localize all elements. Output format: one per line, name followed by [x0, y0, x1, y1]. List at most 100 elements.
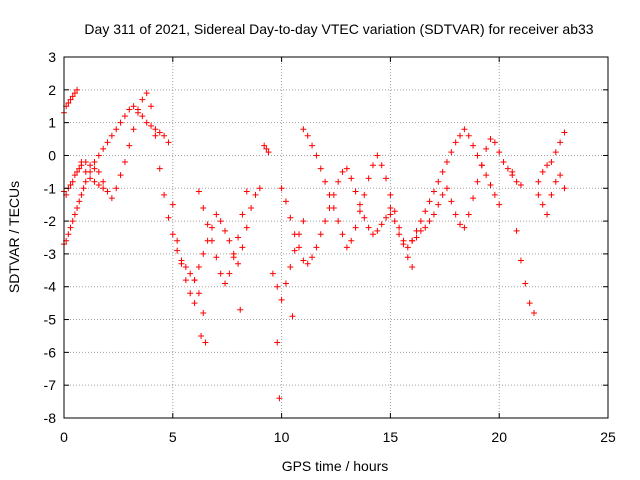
data-point [252, 191, 259, 198]
data-point [470, 195, 477, 202]
data-point [187, 270, 194, 277]
data-point [117, 119, 124, 126]
data-point [557, 172, 564, 179]
data-point [483, 145, 490, 152]
data-point [378, 221, 385, 228]
data-point [71, 172, 78, 179]
data-point [213, 211, 220, 218]
data-point [87, 175, 94, 182]
data-points [61, 86, 568, 402]
data-point [174, 237, 181, 244]
data-point [282, 280, 289, 287]
chart-title: Day 311 of 2021, Sidereal Day-to-day VTE… [84, 21, 593, 37]
data-point [269, 270, 276, 277]
data-point [383, 214, 390, 221]
data-point [317, 165, 324, 172]
data-point [513, 227, 520, 234]
data-point [100, 185, 107, 192]
data-point [474, 152, 481, 159]
data-point [108, 132, 115, 139]
x-tick-label: 10 [274, 429, 290, 445]
data-point [200, 250, 207, 257]
data-point [71, 211, 78, 218]
data-point [274, 339, 281, 346]
data-point [548, 191, 555, 198]
data-point [509, 168, 516, 175]
y-tick-label: -8 [44, 410, 57, 426]
data-point [544, 162, 551, 169]
data-point [339, 168, 346, 175]
data-point [126, 142, 133, 149]
data-point [152, 132, 159, 139]
data-point [396, 231, 403, 238]
data-point [561, 129, 568, 136]
data-point [198, 332, 205, 339]
data-point [200, 309, 207, 316]
data-point [552, 149, 559, 156]
data-point [287, 214, 294, 221]
data-point [478, 162, 485, 169]
data-point [356, 208, 363, 215]
data-point [200, 204, 207, 211]
data-point [165, 214, 172, 221]
data-point [443, 159, 450, 166]
data-point [239, 244, 246, 251]
data-point [374, 227, 381, 234]
data-point [174, 247, 181, 254]
data-point [130, 126, 137, 133]
data-point [365, 175, 372, 182]
data-point [504, 165, 511, 172]
data-point [126, 106, 133, 113]
data-point [309, 142, 316, 149]
data-point [108, 195, 115, 202]
data-point [182, 264, 189, 271]
data-point [143, 119, 150, 126]
data-point [76, 165, 83, 172]
y-axis-ticks: -8 -7 -6 -5 -4 -3 -2 -1 0 1 2 3 [44, 49, 608, 426]
data-point [230, 254, 237, 261]
data-point [304, 132, 311, 139]
data-point [95, 152, 102, 159]
data-point [330, 204, 337, 211]
data-point [78, 159, 85, 166]
data-point [487, 181, 494, 188]
data-point [67, 224, 74, 231]
x-tick-label: 20 [491, 429, 507, 445]
data-point [313, 152, 320, 159]
data-point [82, 178, 89, 185]
data-point [548, 159, 555, 166]
data-point [152, 126, 159, 133]
data-point [417, 218, 424, 225]
data-point [95, 168, 102, 175]
data-point [535, 191, 542, 198]
data-point [169, 201, 176, 208]
data-point [182, 277, 189, 284]
data-point [296, 244, 303, 251]
data-point [69, 93, 76, 100]
data-point [274, 283, 281, 290]
data-point [491, 191, 498, 198]
data-point [531, 309, 538, 316]
data-point [67, 96, 74, 103]
data-point [300, 218, 307, 225]
data-point [322, 218, 329, 225]
y-tick-label: -4 [44, 279, 57, 295]
x-axis-label: GPS time / hours [282, 458, 389, 474]
data-point [348, 175, 355, 182]
data-point [387, 211, 394, 218]
data-point [387, 204, 394, 211]
data-point [100, 145, 107, 152]
data-point [352, 188, 359, 195]
data-point [461, 126, 468, 133]
data-point [496, 201, 503, 208]
data-point [439, 191, 446, 198]
data-point [343, 165, 350, 172]
data-point [213, 254, 220, 261]
data-point [400, 237, 407, 244]
data-point [80, 185, 87, 192]
data-point [139, 96, 146, 103]
data-point [191, 277, 198, 284]
data-point [522, 280, 529, 287]
